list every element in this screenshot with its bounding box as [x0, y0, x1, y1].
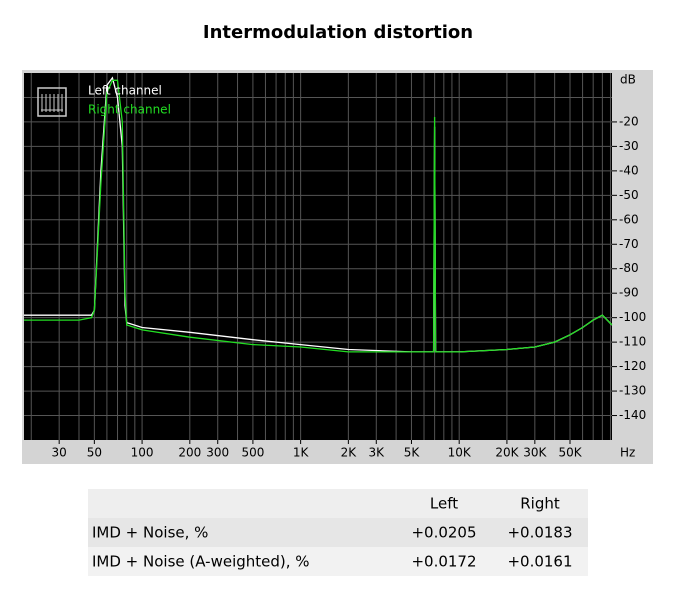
- y-tick-label: -120: [619, 359, 646, 373]
- x-tick-label: 200: [178, 446, 201, 460]
- legend-entry: Right channel: [88, 103, 171, 117]
- table-row-label: IMD + Noise (A-weighted), %: [92, 553, 310, 571]
- table-column-header: Right: [520, 495, 560, 513]
- chart-title: Intermodulation distortion: [203, 22, 473, 43]
- x-tick-label: 1K: [293, 446, 310, 460]
- x-tick-label: 5K: [404, 446, 421, 460]
- lines: [24, 76, 613, 353]
- y-tick-label: -60: [619, 212, 639, 226]
- x-tick-label: 30K: [523, 446, 547, 460]
- x-axis-label: Hz: [620, 446, 635, 460]
- legend: Left channel Right channel: [88, 84, 171, 117]
- table-cell: +0.0183: [507, 524, 572, 542]
- legend-icon-frame: [37, 87, 67, 117]
- x-tick-label: 300: [206, 446, 229, 460]
- table-cell: +0.0205: [411, 524, 476, 542]
- plot-area: [24, 73, 612, 440]
- x-tick-label: 30: [52, 446, 67, 460]
- table-column-header: Left: [430, 495, 458, 513]
- table-row: [88, 518, 588, 547]
- x-tick-label: 20K: [495, 446, 519, 460]
- y-tick-label: -40: [619, 163, 639, 177]
- grid: [24, 73, 612, 440]
- table-cell: +0.0172: [411, 553, 476, 571]
- legend-icon-grid: [41, 94, 63, 112]
- y-tick-label: -140: [619, 408, 646, 422]
- x-tick-label: 10K: [448, 446, 472, 460]
- y-tick-label: -100: [619, 310, 646, 324]
- table-row-label: IMD + Noise, %: [92, 524, 208, 542]
- x-tick-label: 50K: [558, 446, 582, 460]
- table-row: [88, 547, 588, 576]
- y-axis-label: dB: [620, 73, 636, 87]
- table-cell: +0.0161: [507, 553, 572, 571]
- y-tick-label: -110: [619, 335, 646, 349]
- y-tick-label: -80: [619, 261, 639, 275]
- x-tick-label: 500: [241, 446, 264, 460]
- y-tick-label: -90: [619, 286, 639, 300]
- table: Left Right IMD + Noise, % +0.0205 +0.0183 IMD…: [88, 489, 588, 576]
- y-tick-label: -70: [619, 237, 639, 251]
- y-tick-label: -130: [619, 384, 646, 398]
- y-tick-label: -30: [619, 139, 639, 153]
- y-tick-label: -20: [619, 114, 639, 128]
- table-header-row: [88, 489, 588, 518]
- x-tick-label: 100: [131, 446, 154, 460]
- series-line: [24, 79, 613, 353]
- legend-entry: Left channel: [88, 84, 162, 98]
- x-tick-label: 2K: [341, 446, 358, 460]
- y-tick-label: -50: [619, 188, 639, 202]
- x-tick-label: 3K: [369, 446, 386, 460]
- legend-icon: [37, 87, 67, 117]
- x-tick-label: 50: [87, 446, 102, 460]
